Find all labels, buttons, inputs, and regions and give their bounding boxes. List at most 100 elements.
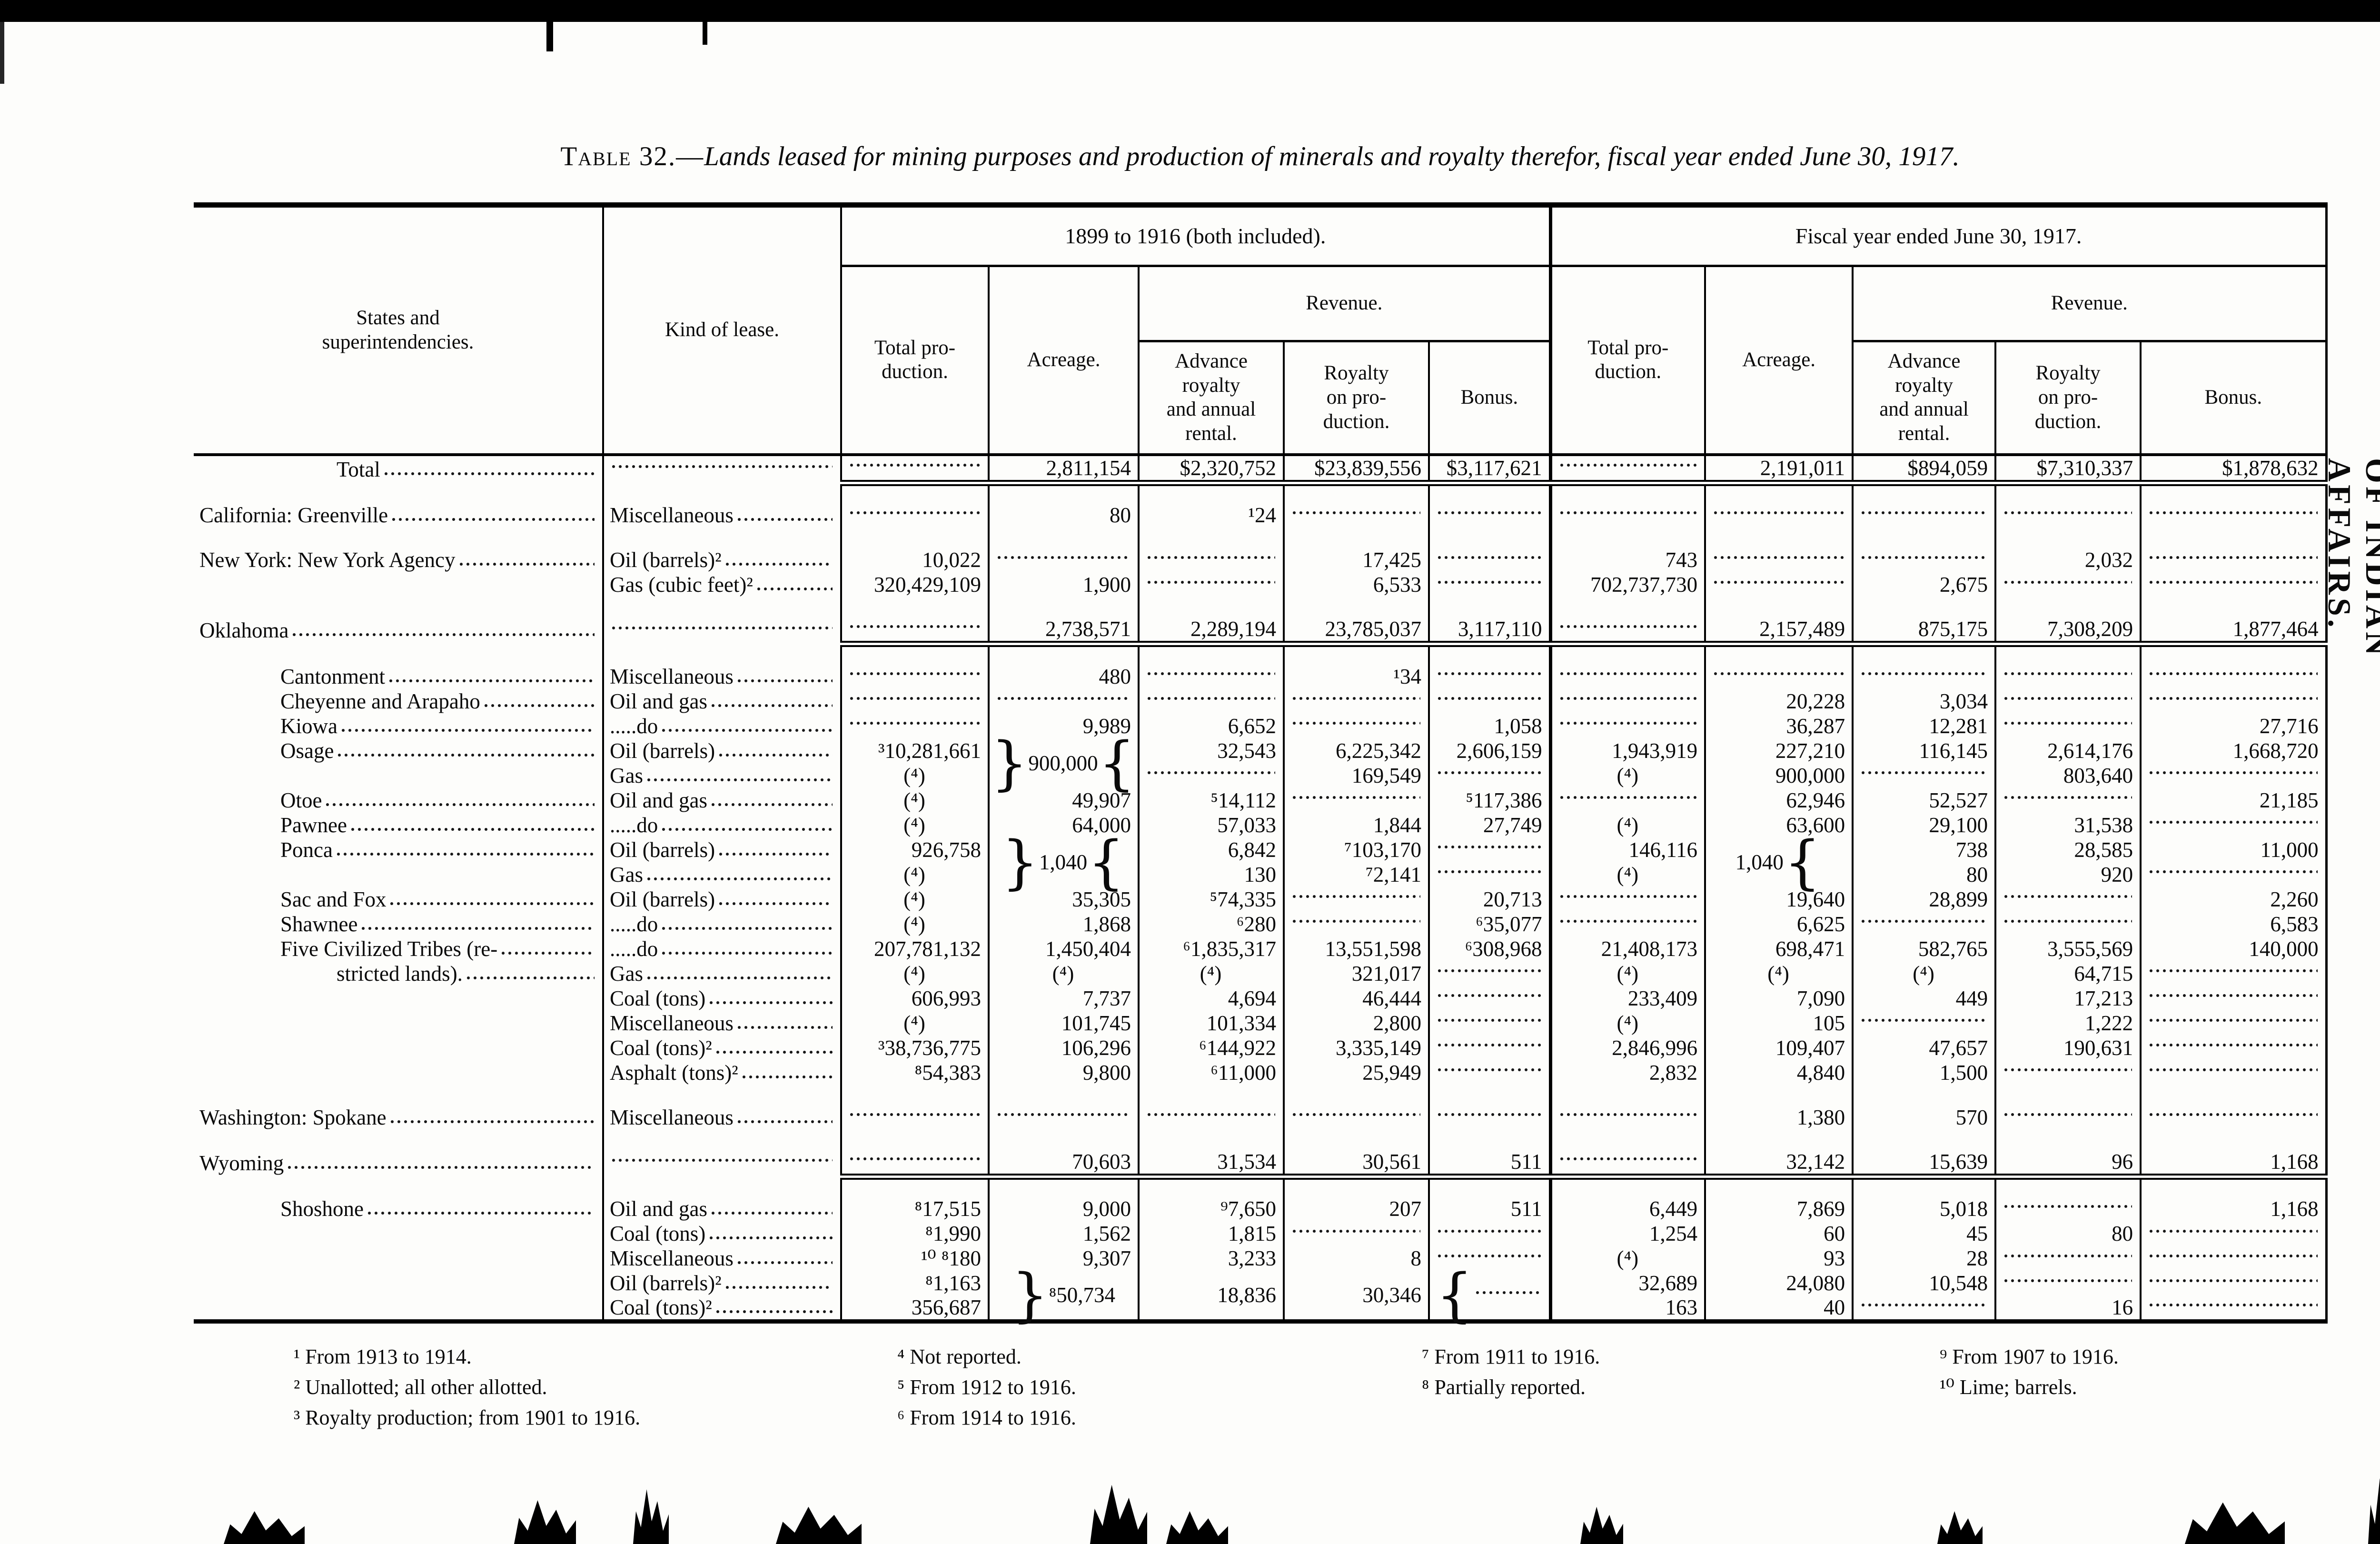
spacer-cell bbox=[988, 528, 1139, 548]
table-cell: 30,561 bbox=[1283, 1149, 1429, 1180]
table-cell: Coal (tons) bbox=[602, 1221, 841, 1246]
table-cell: ³38,736,775 bbox=[840, 1035, 989, 1060]
table-cell: 63,600 bbox=[1704, 812, 1853, 837]
table-cell: Shawnee bbox=[194, 912, 603, 936]
spacer-cell bbox=[1548, 1129, 1706, 1150]
table-cell bbox=[840, 664, 989, 689]
table-cell bbox=[2140, 503, 2327, 528]
table-cell: 62,946 bbox=[1704, 787, 1853, 813]
table-cell: 6,533 bbox=[1283, 572, 1429, 597]
table-cell bbox=[840, 713, 989, 738]
table-cell bbox=[602, 617, 841, 644]
table-cell bbox=[1704, 664, 1853, 689]
table-cell: 12,281 bbox=[1852, 713, 1996, 738]
table-cell: 8 bbox=[1283, 1246, 1429, 1271]
table-cell: 4,840 bbox=[1704, 1060, 1853, 1085]
spacer-cell bbox=[602, 1129, 841, 1150]
scan-artifact bbox=[1090, 1484, 1147, 1544]
table-cell: 320,429,109 bbox=[840, 572, 989, 597]
spacer-row bbox=[194, 1176, 2327, 1196]
header-group-1899-1916: 1899 to 1916 (both included). bbox=[840, 205, 1551, 267]
table-cell: 2,846,996 bbox=[1548, 1035, 1706, 1060]
spacer-cell bbox=[2140, 1129, 2327, 1150]
table-row: Gas (⁴) 130 ⁷2,141 (⁴) 80 920 bbox=[194, 862, 2327, 887]
table-cell: 3,233 bbox=[1138, 1246, 1284, 1271]
footnote-column: ⁴ Not reported. ⁵ From 1912 to 1916. ⁶ Fro… bbox=[897, 1342, 1076, 1433]
spacer-cell bbox=[1138, 1176, 1284, 1196]
table-cell bbox=[1852, 503, 1996, 528]
table-row: Wyoming 70,603 31,534 30,561 511 32,142 15,639… bbox=[194, 1149, 2327, 1180]
footnote-column: ⁹ From 1907 to 1916. ¹⁰ Lime; barrels. bbox=[1940, 1342, 2119, 1403]
table-cell bbox=[1428, 1035, 1551, 1060]
table-cell: 32,142 bbox=[1704, 1149, 1853, 1180]
table-cell bbox=[1428, 1221, 1551, 1246]
table-cell: 116,145 bbox=[1852, 738, 1996, 763]
table-cell: 2,738,571 bbox=[988, 617, 1139, 647]
table-cell bbox=[1704, 548, 1853, 572]
spacer-cell bbox=[1428, 597, 1551, 617]
table-cell bbox=[1428, 572, 1551, 597]
table-cell: .....do bbox=[602, 812, 841, 837]
table-cell: 1,943,919 bbox=[1548, 738, 1706, 763]
table-cell bbox=[1428, 986, 1551, 1011]
table-cell bbox=[602, 1149, 841, 1176]
header-row-groups: States and superintendencies. Kind of le… bbox=[194, 205, 2327, 456]
table-cell: 47,657 bbox=[1852, 1035, 1996, 1060]
table-cell bbox=[1283, 911, 1429, 936]
spacer-row bbox=[194, 528, 2327, 548]
table-cell: Ponca bbox=[194, 837, 603, 862]
table-cell: (⁴) bbox=[840, 862, 989, 887]
spacer-cell bbox=[1994, 1085, 2141, 1105]
spacer-cell bbox=[1283, 1085, 1429, 1105]
table-cell: 2,032 bbox=[1994, 548, 2141, 572]
table-cell: 9,989 bbox=[988, 713, 1139, 738]
table-cell: 13,551,598 bbox=[1283, 936, 1429, 961]
table-cell: (⁴) bbox=[1138, 961, 1284, 986]
spacer-cell bbox=[988, 1176, 1139, 1196]
table-cell: Cheyenne and Arapaho bbox=[194, 689, 603, 714]
header-row-subcolumns: Advance royalty and annual rental. Royal… bbox=[194, 341, 2327, 456]
header-total-production-2: Total pro- duction. bbox=[1548, 266, 1706, 456]
table-row: Total 2,811,154 $2,320,752 $23,839,556 $3,11… bbox=[194, 454, 2327, 486]
spacer-cell bbox=[1994, 1129, 2141, 1150]
table-cell: 6,625 bbox=[1704, 911, 1853, 936]
spacer-cell bbox=[1428, 483, 1551, 503]
table-cell: 7,090 bbox=[1704, 986, 1853, 1011]
table-cell: 582,765 bbox=[1852, 936, 1996, 961]
table-cell: $1,878,632 bbox=[2140, 454, 2327, 486]
footnote: ¹⁰ Lime; barrels. bbox=[1940, 1375, 2077, 1399]
table-cell: ⁵14,112 bbox=[1138, 787, 1284, 813]
table-cell bbox=[1138, 548, 1284, 572]
header-royalty-production-1: Royalty on pro- duction. bbox=[1283, 341, 1429, 456]
table-cell: 35,305 bbox=[988, 887, 1139, 912]
table-row: Gas (⁴) 169,549 (⁴) 900,000 803,640 bbox=[194, 763, 2327, 788]
running-head: COMMISSIONER OF INDIAN AFFAIRS. bbox=[2321, 458, 2380, 659]
spacer-cell bbox=[2140, 483, 2327, 503]
spacer-cell bbox=[988, 1129, 1139, 1150]
table-row: Five Civilized Tribes (re- .....do 207,781… bbox=[194, 936, 2327, 961]
table-cell: (⁴) bbox=[1548, 1010, 1706, 1036]
table-cell bbox=[2140, 1010, 2327, 1036]
spacer-cell bbox=[194, 644, 603, 664]
table-cell: New York: New York Agency bbox=[194, 548, 603, 572]
table-cell bbox=[1428, 862, 1551, 887]
table-cell bbox=[840, 454, 989, 486]
spacer-cell bbox=[1283, 483, 1429, 503]
table-row: Osage Oil (barrels) ³10,281,661} 900,000{32… bbox=[194, 734, 2327, 792]
table-cell bbox=[2140, 572, 2327, 597]
spacer-cell bbox=[1138, 483, 1284, 503]
table-cell: 80 bbox=[1852, 862, 1996, 887]
table-cell: 3,034 bbox=[1852, 688, 1996, 714]
table-cell: Oil (barrels) bbox=[602, 738, 841, 763]
spacer-cell bbox=[840, 528, 989, 548]
spacer-cell bbox=[1852, 528, 1996, 548]
table-row: Gas (cubic feet)² 320,429,109 1,900 6,533 70… bbox=[194, 572, 2327, 597]
table-cell bbox=[194, 862, 603, 887]
spacer-cell bbox=[1283, 1129, 1429, 1150]
footnote-column: ⁷ From 1911 to 1916. ⁸ Partially reported… bbox=[1422, 1342, 1600, 1403]
table-cell: 2,606,159 bbox=[1428, 738, 1551, 763]
spacer-cell bbox=[988, 483, 1139, 503]
table-cell: 6,842 bbox=[1138, 837, 1284, 862]
table-header: States and superintendencies. Kind of le… bbox=[194, 205, 2327, 456]
table-cell: Oil and gas bbox=[602, 688, 841, 714]
